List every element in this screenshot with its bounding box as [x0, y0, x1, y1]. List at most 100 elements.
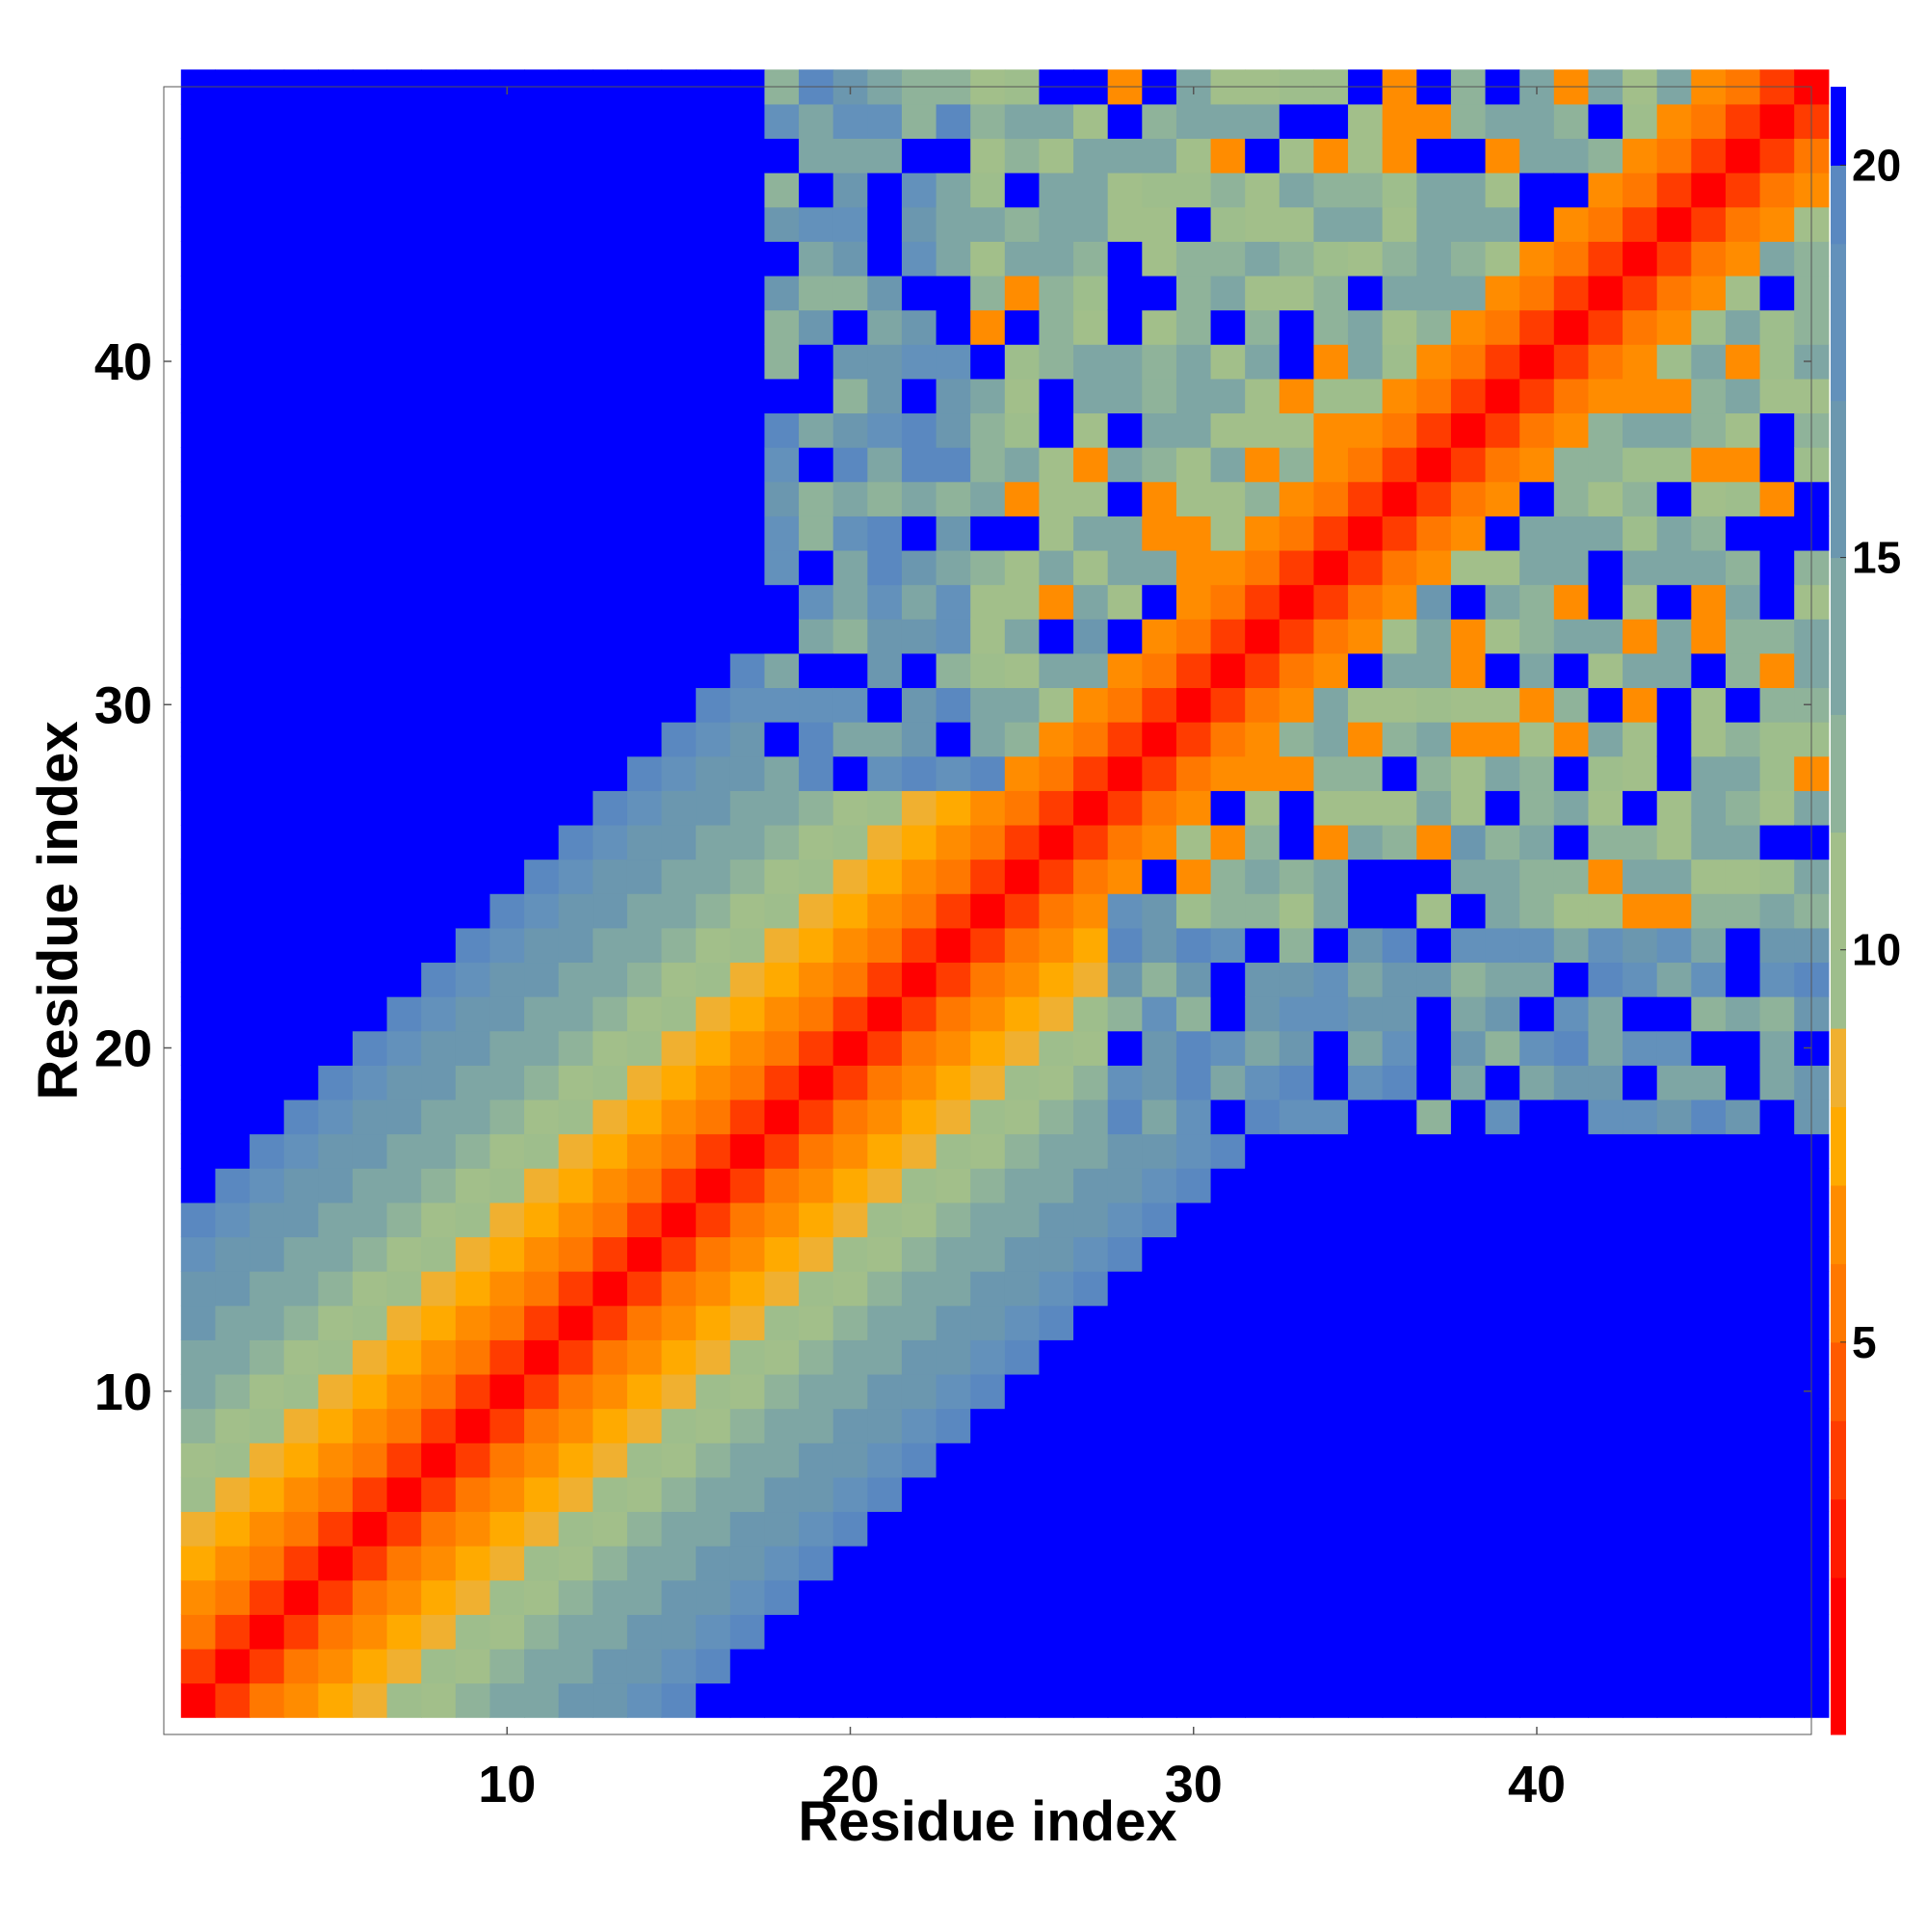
heatmap-cell: [1348, 996, 1384, 1032]
heatmap-cell: [1759, 549, 1795, 586]
heatmap-cell: [1588, 1271, 1623, 1307]
heatmap-cell: [1210, 1030, 1246, 1066]
heatmap-cell: [1073, 1305, 1109, 1340]
heatmap-cell: [1039, 1682, 1074, 1718]
heatmap-cell: [318, 1511, 354, 1547]
colorbar-segment: [1831, 400, 1846, 559]
heatmap-cell: [1691, 1511, 1727, 1547]
heatmap-cell: [524, 1271, 560, 1307]
heatmap-cell: [696, 172, 731, 208]
heatmap-cell: [1245, 790, 1280, 826]
heatmap-cell: [1759, 1098, 1795, 1135]
heatmap-cell: [283, 1408, 319, 1443]
heatmap-cell: [386, 652, 422, 689]
heatmap-cell: [626, 1098, 663, 1135]
heatmap-cell: [352, 824, 388, 860]
heatmap-cell: [593, 824, 628, 860]
heatmap-cell: [524, 1408, 560, 1443]
heatmap-cell: [1210, 790, 1246, 826]
heatmap-cell: [1519, 1614, 1555, 1650]
heatmap-cell: [352, 1339, 388, 1375]
heatmap-cell: [180, 1648, 217, 1684]
heatmap-cell: [1450, 1408, 1487, 1443]
heatmap-cell: [901, 1614, 937, 1650]
heatmap-cell: [1725, 1546, 1761, 1581]
heatmap-cell: [1279, 722, 1315, 757]
heatmap-cell: [729, 652, 766, 689]
heatmap-cell: [1073, 1236, 1109, 1272]
heatmap-cell: [1313, 927, 1349, 964]
heatmap-cell: [1004, 549, 1041, 586]
heatmap-cell: [1348, 241, 1384, 277]
heatmap-cell: [352, 893, 388, 929]
heatmap-cell: [1245, 927, 1280, 964]
heatmap-cell: [799, 1202, 834, 1238]
heatmap-cell: [1313, 172, 1349, 208]
heatmap-cell: [661, 1614, 697, 1650]
heatmap-cell: [832, 1408, 868, 1443]
heatmap-cell: [661, 1098, 697, 1135]
heatmap-cell: [936, 893, 971, 929]
heatmap-cell: [1175, 722, 1212, 757]
heatmap-cell: [1073, 996, 1109, 1032]
heatmap-cell: [524, 549, 560, 586]
heatmap-cell: [421, 172, 457, 208]
heatmap-cell: [1759, 138, 1795, 173]
heatmap-cell: [250, 1133, 285, 1169]
heatmap-cell: [1450, 859, 1487, 894]
heatmap-cell: [1004, 1098, 1041, 1135]
heatmap-cell: [1175, 1339, 1212, 1375]
heatmap-cell: [1175, 481, 1212, 516]
heatmap-cell: [936, 447, 971, 483]
heatmap-cell: [455, 962, 491, 997]
heatmap-cell: [1656, 755, 1692, 791]
heatmap-cell: [1279, 1339, 1315, 1375]
heatmap-cell: [558, 1476, 594, 1513]
heatmap-cell: [1588, 1098, 1623, 1135]
heatmap-cell: [1004, 927, 1041, 964]
heatmap-cell: [318, 103, 354, 140]
heatmap-cell: [799, 309, 834, 345]
heatmap-cell: [1279, 481, 1315, 516]
heatmap-cell: [764, 481, 800, 516]
heatmap-cell: [1485, 893, 1520, 929]
heatmap-cell: [970, 549, 1006, 586]
heatmap-cell: [455, 344, 491, 380]
heatmap-cell: [1382, 1236, 1417, 1272]
heatmap-cell: [489, 1442, 525, 1478]
heatmap-cell: [661, 206, 697, 242]
heatmap-cell: [1142, 1511, 1177, 1547]
heatmap-cell: [867, 447, 903, 483]
heatmap-cell: [455, 1271, 491, 1307]
heatmap-cell: [1039, 344, 1074, 380]
heatmap-cell: [1279, 1511, 1315, 1547]
heatmap-cell: [421, 378, 457, 414]
heatmap-cell: [455, 1579, 491, 1615]
heatmap-cell: [799, 412, 834, 448]
heatmap-cell: [1107, 859, 1143, 894]
heatmap-cell: [352, 412, 388, 448]
heatmap-cell: [764, 1476, 800, 1513]
heatmap-cell: [215, 996, 251, 1032]
heatmap-cell: [489, 1373, 525, 1410]
heatmap-cell: [1519, 138, 1555, 173]
heatmap-cell: [626, 309, 663, 345]
heatmap-cell: [489, 1098, 525, 1135]
heatmap-cell: [1073, 1579, 1109, 1615]
heatmap-cell: [283, 1098, 319, 1135]
heatmap-cell: [489, 1511, 525, 1547]
heatmap-cell: [1348, 1168, 1384, 1204]
heatmap-cell: [1004, 859, 1041, 894]
heatmap-cell: [421, 1168, 457, 1204]
heatmap-cell: [1382, 859, 1417, 894]
heatmap-cell: [386, 687, 422, 723]
heatmap-cell: [970, 275, 1006, 311]
heatmap-cell: [799, 790, 834, 826]
heatmap-cell: [1210, 962, 1246, 997]
heatmap-cell: [1245, 172, 1280, 208]
heatmap-cell: [283, 1579, 319, 1615]
colorbar-segment: [1831, 1577, 1846, 1735]
heatmap-cell: [250, 1339, 285, 1375]
heatmap-cell: [867, 962, 903, 997]
heatmap-cell: [180, 1546, 217, 1581]
